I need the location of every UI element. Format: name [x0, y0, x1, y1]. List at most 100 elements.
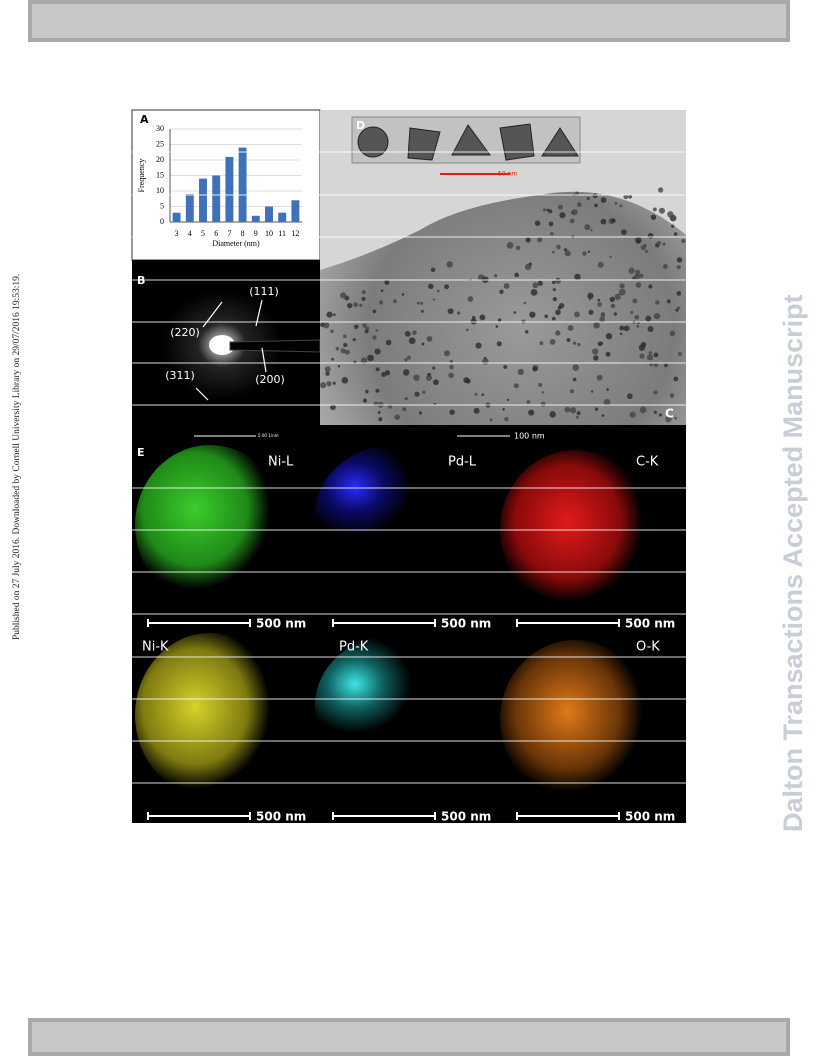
particle	[401, 293, 405, 296]
particle	[526, 400, 531, 404]
particle	[649, 363, 653, 367]
particle	[611, 218, 616, 223]
particle	[587, 250, 591, 254]
panel-label: A	[140, 113, 149, 126]
particle	[652, 207, 657, 212]
particle	[593, 355, 599, 361]
particle	[380, 289, 384, 293]
y-tick-label: 25	[156, 139, 164, 148]
particle	[635, 282, 642, 288]
scale-label: 5.00 1/nm	[258, 433, 279, 438]
particle	[588, 309, 594, 315]
particle	[586, 196, 590, 200]
scale-strip	[320, 425, 686, 445]
particle	[483, 356, 487, 360]
scale-label: 500 nm	[625, 810, 675, 824]
particle	[537, 280, 543, 286]
particle	[499, 289, 504, 295]
bar	[185, 194, 194, 222]
particle	[576, 415, 579, 419]
particle	[365, 389, 369, 394]
particle	[475, 342, 482, 349]
particle	[384, 279, 390, 285]
particle	[543, 208, 547, 212]
x-tick-label: 9	[254, 229, 258, 238]
particle	[597, 341, 603, 347]
particle	[517, 368, 524, 376]
bar	[291, 200, 300, 222]
particle	[667, 211, 674, 218]
particle	[592, 193, 598, 199]
particle	[569, 218, 575, 224]
particle	[418, 411, 423, 415]
particle	[658, 187, 664, 193]
plane-label: (220)	[170, 326, 200, 339]
particle	[555, 309, 561, 316]
particle	[606, 388, 610, 391]
particle	[385, 339, 392, 346]
particle	[449, 364, 454, 370]
particle	[587, 292, 594, 300]
particle	[664, 363, 668, 368]
particle	[594, 203, 598, 208]
particle	[433, 379, 439, 386]
particle	[614, 201, 618, 205]
particle	[504, 416, 509, 422]
particle	[384, 370, 391, 376]
particle	[601, 414, 605, 417]
particle	[524, 263, 532, 271]
particle	[552, 250, 555, 254]
particle	[479, 314, 486, 321]
particle	[681, 238, 686, 244]
eds-labels: Ni-L 500 nm Pd-L 500 nm C-K 500 nm Ni-K 500 nm P…	[142, 455, 675, 824]
particle	[430, 267, 436, 273]
particle	[590, 228, 593, 232]
particle	[569, 407, 577, 414]
bar	[278, 212, 287, 222]
particle	[444, 284, 450, 290]
particle	[592, 348, 599, 355]
panel-label: E	[137, 446, 145, 459]
particle	[446, 261, 453, 268]
particle	[515, 245, 521, 251]
particle	[639, 406, 647, 414]
particle	[341, 376, 349, 384]
particle	[514, 272, 520, 278]
particle	[653, 390, 658, 395]
particle	[326, 381, 332, 387]
bar	[199, 178, 207, 222]
particle	[426, 336, 433, 342]
particle	[353, 324, 359, 330]
y-tick-label: 0	[160, 217, 164, 226]
particle	[574, 273, 581, 281]
particle	[340, 348, 346, 354]
particle	[597, 301, 602, 307]
eds-map	[315, 635, 475, 775]
y-tick-label: 5	[160, 201, 164, 210]
particle	[538, 382, 543, 388]
particle	[558, 204, 563, 210]
scale-label: 500 nm	[256, 810, 306, 824]
particle	[466, 328, 469, 332]
particle	[375, 367, 380, 372]
particle	[320, 322, 325, 328]
particle	[557, 305, 562, 310]
particle	[645, 315, 652, 322]
particle	[597, 261, 604, 268]
y-tick-label: 15	[156, 170, 164, 179]
footer-bar	[28, 1018, 790, 1056]
particle	[493, 274, 498, 278]
particle	[506, 398, 510, 402]
particle	[570, 389, 575, 394]
particle	[673, 232, 678, 236]
particle	[635, 269, 641, 275]
particle	[658, 413, 663, 417]
scale-label: 500 nm	[441, 617, 491, 631]
particle	[665, 415, 672, 423]
particle	[644, 249, 648, 253]
particle	[634, 314, 640, 320]
particle	[600, 218, 607, 225]
particle	[623, 194, 629, 200]
particle	[457, 311, 461, 315]
